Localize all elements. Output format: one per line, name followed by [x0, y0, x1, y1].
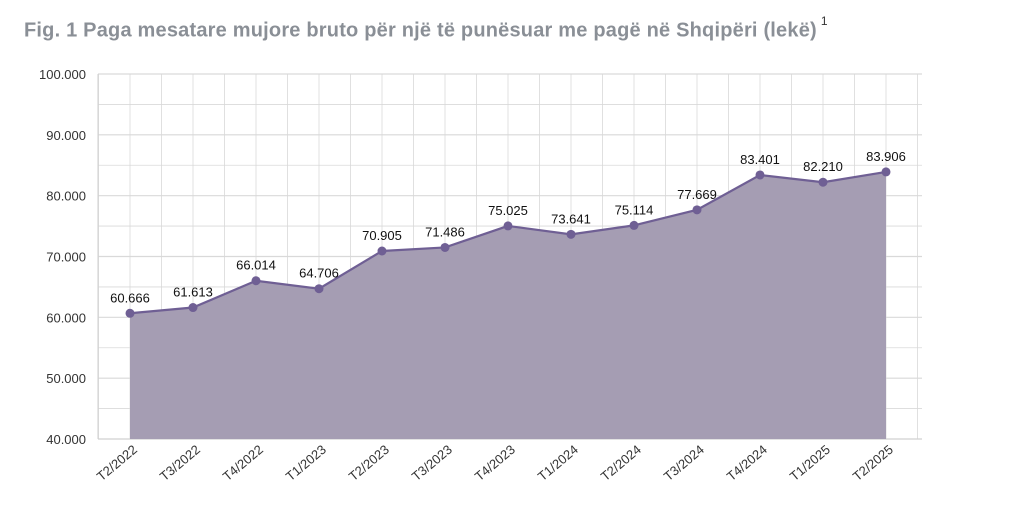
data-label: 75.025	[488, 203, 528, 218]
data-label: 61.613	[173, 285, 213, 300]
data-point	[251, 276, 261, 286]
y-tick-label: 70.000	[46, 250, 86, 265]
data-point	[188, 303, 198, 313]
data-points	[125, 167, 891, 318]
data-point	[314, 284, 324, 294]
data-point	[440, 242, 450, 252]
y-axis-ticks: 40.000 50.000 60.000 70.000 80.000 90.000 100.…	[39, 67, 86, 447]
y-tick-label: 90.000	[46, 128, 86, 143]
x-tick-label: T1/2023	[283, 442, 329, 484]
data-labels: 60.666 61.613 66.014 64.706 70.905 71.486 75.0…	[110, 149, 906, 305]
y-tick-label: 50.000	[46, 371, 86, 386]
x-tick-label: T4/2024	[724, 442, 770, 484]
data-label: 71.486	[425, 224, 465, 239]
data-point	[881, 167, 891, 177]
data-label: 75.114	[615, 202, 654, 217]
data-label: 73.641	[551, 211, 591, 226]
x-tick-label: T4/2023	[472, 442, 518, 484]
data-point	[566, 229, 576, 239]
data-point	[125, 308, 135, 318]
data-label: 83.401	[740, 152, 780, 167]
x-tick-label: T2/2022	[94, 442, 140, 484]
x-tick-label: T1/2024	[535, 442, 581, 484]
x-tick-label: T3/2024	[661, 442, 707, 484]
data-point	[377, 246, 387, 256]
data-label: 82.210	[803, 159, 843, 174]
data-point	[818, 177, 828, 187]
x-tick-label: T2/2024	[598, 442, 644, 484]
chart-title: Fig. 1 Paga mesatare mujore bruto për nj…	[24, 14, 828, 43]
data-label: 70.905	[362, 228, 402, 243]
data-label: 77.669	[677, 187, 717, 202]
x-tick-label: T3/2023	[409, 442, 455, 484]
data-point	[629, 220, 639, 230]
data-point	[755, 170, 765, 180]
x-axis-ticks: T2/2022 T3/2022 T4/2022 T1/2023 T2/2023 T3/20…	[94, 442, 896, 484]
y-tick-label: 40.000	[46, 432, 86, 447]
data-label: 66.014	[236, 258, 276, 273]
y-tick-label: 60.000	[46, 310, 86, 325]
y-tick-label: 80.000	[46, 189, 86, 204]
x-tick-label: T3/2022	[157, 442, 203, 484]
data-point	[503, 221, 513, 231]
chart-title-text: Fig. 1 Paga mesatare mujore bruto për nj…	[24, 19, 817, 42]
area-fill	[130, 171, 886, 440]
x-tick-label: T1/2025	[787, 442, 833, 484]
data-label: 64.706	[299, 266, 339, 281]
data-label: 60.666	[110, 290, 150, 305]
x-tick-label: T4/2022	[220, 442, 266, 484]
x-tick-label: T2/2023	[346, 442, 392, 484]
footnote-marker: 1	[820, 14, 828, 28]
data-label: 83.906	[866, 149, 906, 164]
data-point	[692, 205, 702, 215]
y-tick-label: 100.000	[39, 67, 86, 82]
x-tick-label: T2/2025	[850, 442, 896, 484]
